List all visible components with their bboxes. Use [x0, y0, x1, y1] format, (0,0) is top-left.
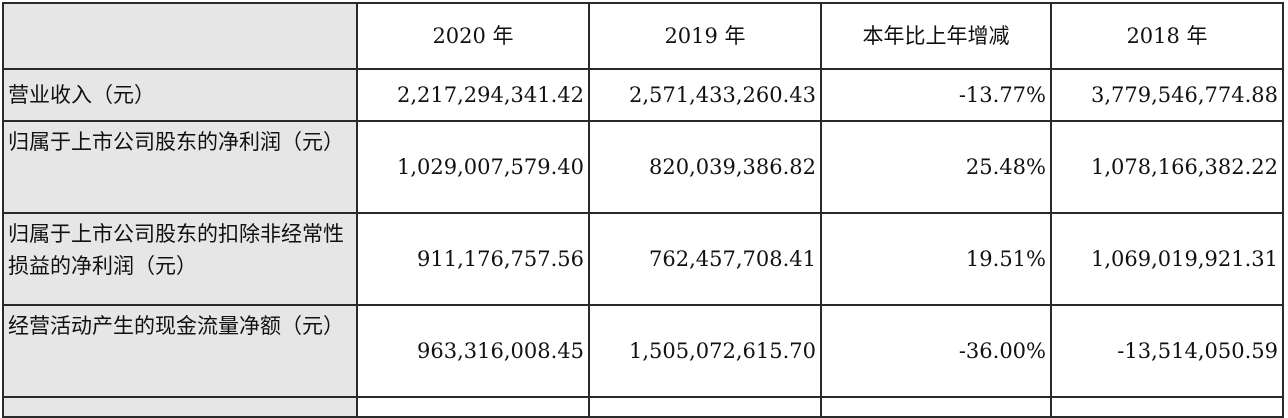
- cell-2019: 762,457,708.41: [588, 212, 822, 306]
- cell-partial: [820, 396, 1052, 418]
- table-header-row: 2020 年 2019 年 本年比上年增减 2018 年: [2, 2, 1284, 70]
- cell-yoy-change: 25.48%: [820, 120, 1052, 214]
- table-row: 归属于上市公司股东的净利润（元） 1,029,007,579.40 820,03…: [2, 120, 1284, 214]
- cell-2020: 963,316,008.45: [356, 304, 590, 398]
- header-2019: 2019 年: [588, 2, 822, 70]
- cell-partial: [1050, 396, 1284, 418]
- cell-2018: 1,078,166,382.22: [1050, 120, 1284, 214]
- row-label: 归属于上市公司股东的净利润（元）: [2, 120, 358, 214]
- cell-2019: 820,039,386.82: [588, 120, 822, 214]
- header-2018: 2018 年: [1050, 2, 1284, 70]
- table-row: 经营活动产生的现金流量净额（元） 963,316,008.45 1,505,07…: [2, 304, 1284, 398]
- cell-2019: 1,505,072,615.70: [588, 304, 822, 398]
- row-label: 经营活动产生的现金流量净额（元）: [2, 304, 358, 398]
- header-yoy-change: 本年比上年增减: [820, 2, 1052, 70]
- cell-2018: 1,069,019,921.31: [1050, 212, 1284, 306]
- cell-partial: [588, 396, 822, 418]
- header-corner-cell: [2, 2, 358, 70]
- table-row: 营业收入（元） 2,217,294,341.42 2,571,433,260.4…: [2, 68, 1284, 122]
- cell-2020: 2,217,294,341.42: [356, 68, 590, 122]
- cell-partial: [356, 396, 590, 418]
- cell-2020: 1,029,007,579.40: [356, 120, 590, 214]
- table-row-partial: [2, 396, 1284, 418]
- cell-2020: 911,176,757.56: [356, 212, 590, 306]
- row-label: 营业收入（元）: [2, 68, 358, 122]
- header-2020: 2020 年: [356, 2, 590, 70]
- cell-yoy-change: -13.77%: [820, 68, 1052, 122]
- cell-yoy-change: 19.51%: [820, 212, 1052, 306]
- row-label-partial: [2, 396, 358, 418]
- cell-2018: 3,779,546,774.88: [1050, 68, 1284, 122]
- row-label: 归属于上市公司股东的扣除非经常性损益的净利润（元）: [2, 212, 358, 306]
- cell-2019: 2,571,433,260.43: [588, 68, 822, 122]
- cell-2018: -13,514,050.59: [1050, 304, 1284, 398]
- cell-yoy-change: -36.00%: [820, 304, 1052, 398]
- table-row: 归属于上市公司股东的扣除非经常性损益的净利润（元） 911,176,757.56…: [2, 212, 1284, 306]
